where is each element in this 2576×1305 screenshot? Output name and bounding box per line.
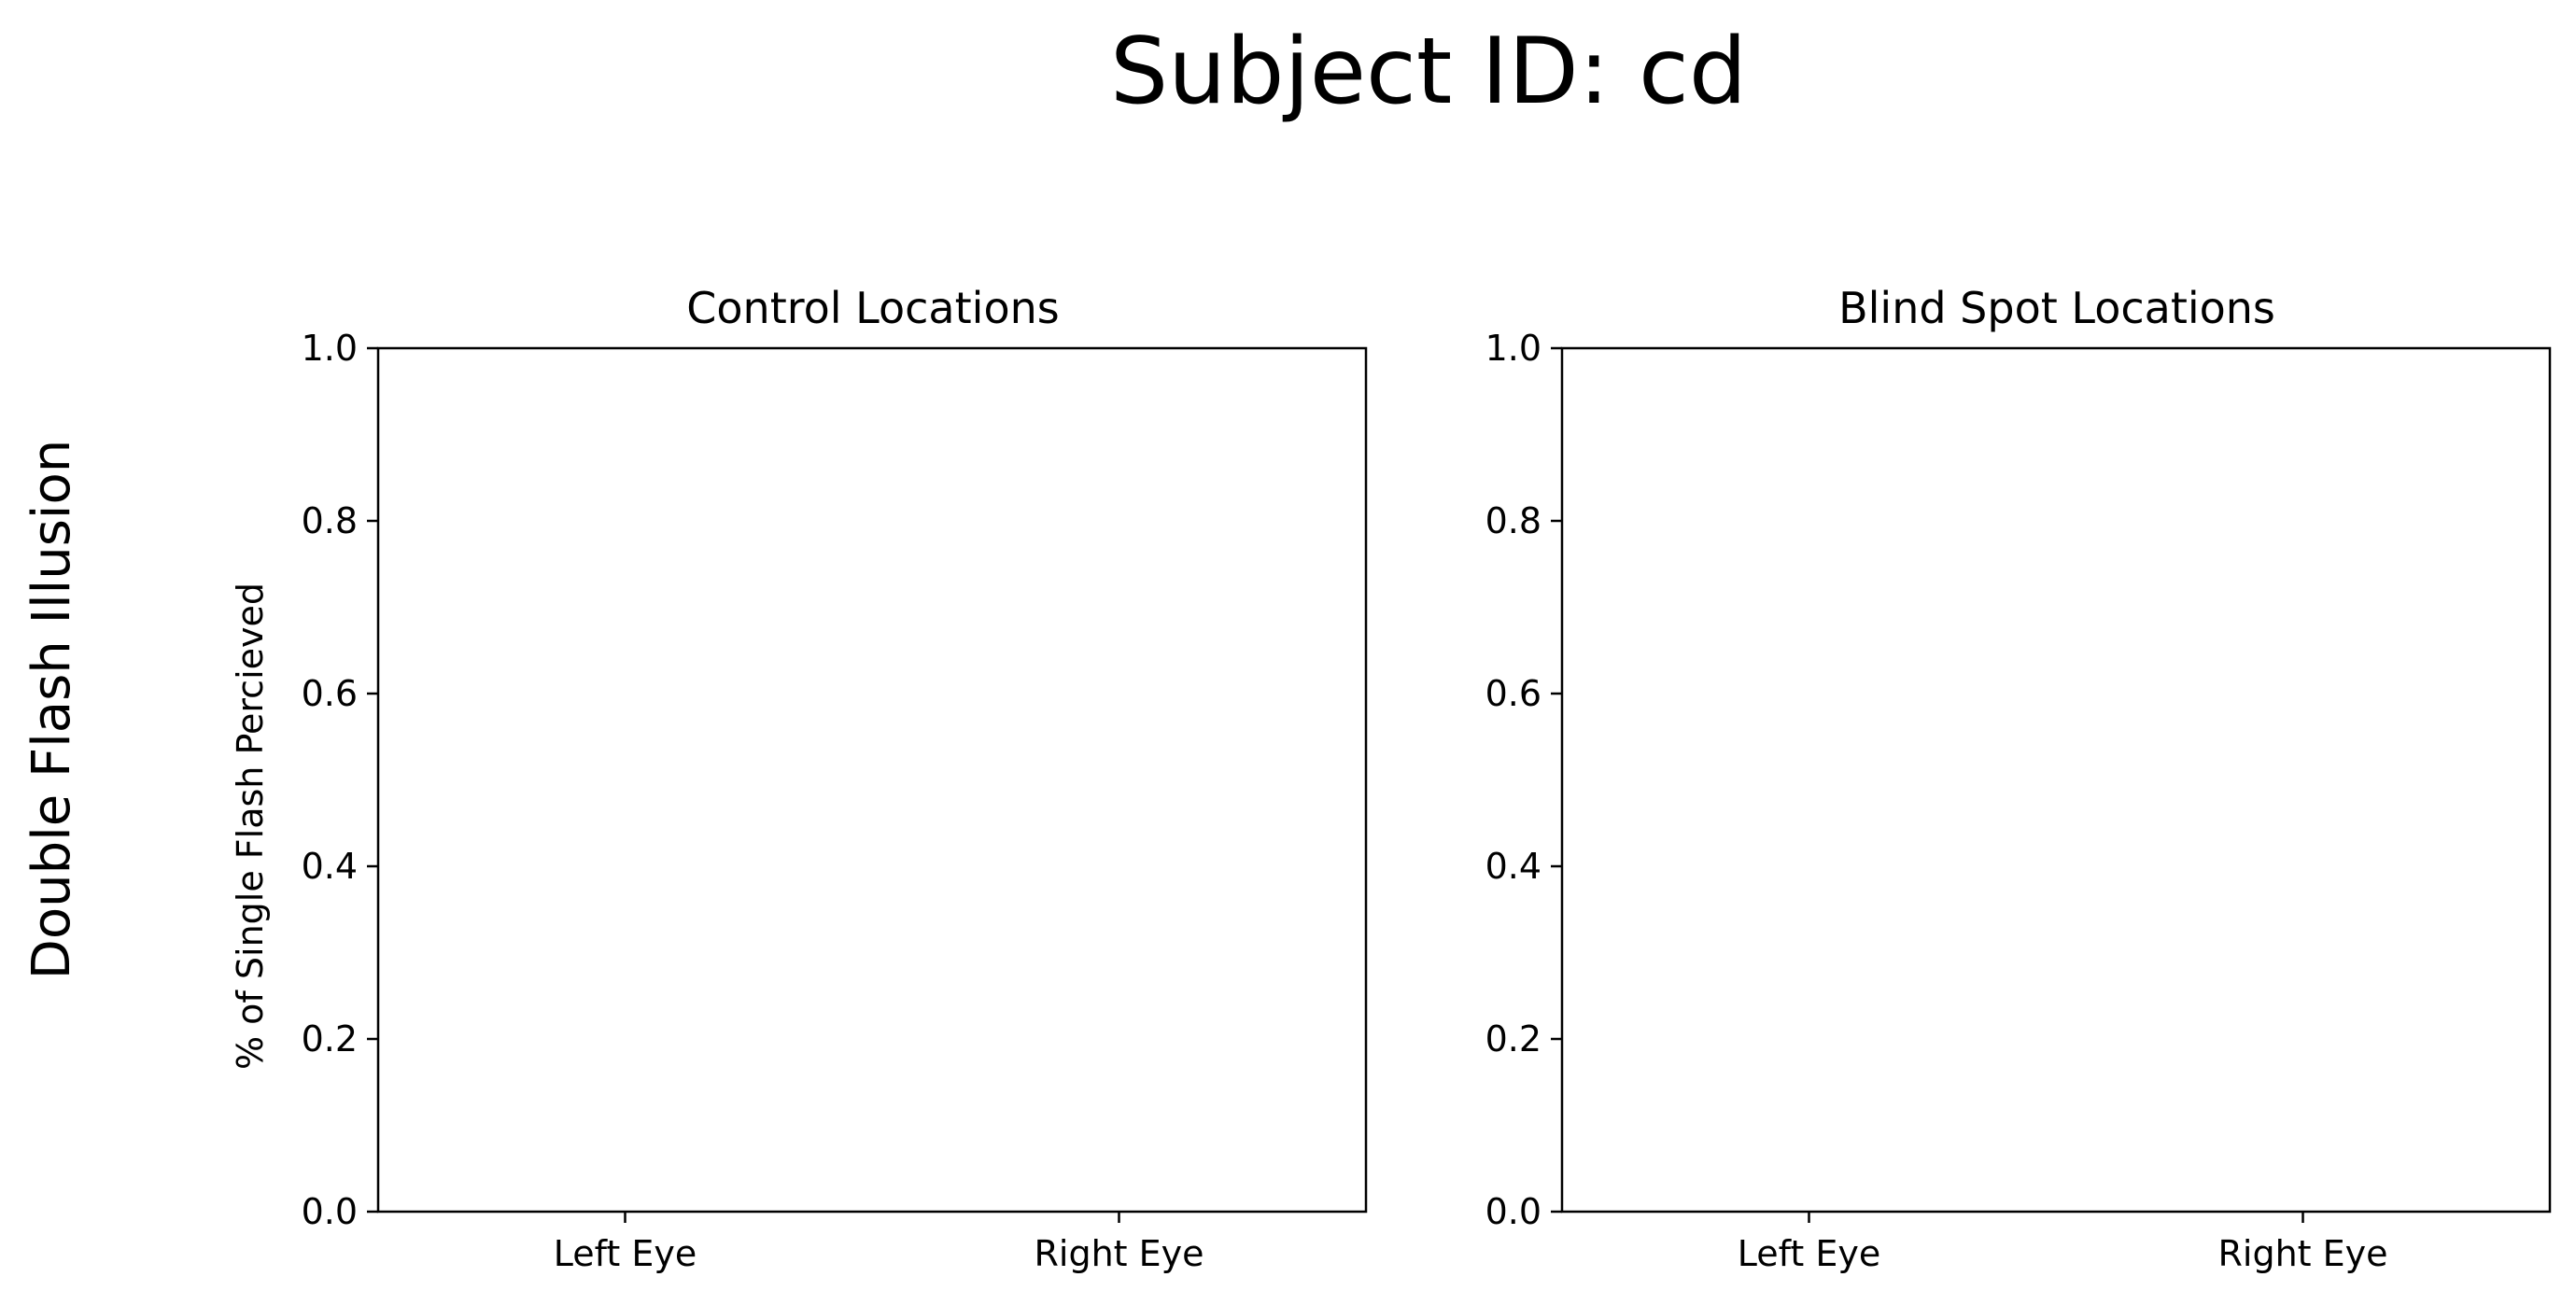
control-ytick-label: 0.8 [302, 500, 358, 541]
blind-spot-y-axis: 0.0 0.2 0.4 0.6 0.8 1.0 [1485, 328, 1562, 1232]
control-xtick-label: Left Eye [554, 1233, 697, 1274]
control-ytick-label: 0.2 [302, 1018, 358, 1059]
control-y-axis: 0.0 0.2 0.4 0.6 0.8 1.0 [302, 328, 378, 1232]
blind-spot-plot-frame [1560, 346, 2552, 1214]
blind-spot-ytick-label: 1.0 [1485, 328, 1541, 369]
control-ytick-label: 1.0 [302, 328, 358, 369]
blind-spot-ytick-label: 0.2 [1485, 1018, 1541, 1059]
blind-spot-xtick-label: Right Eye [2217, 1233, 2387, 1274]
control-plot-frame [376, 346, 1368, 1214]
blind-spot-ytick-label: 0.6 [1485, 673, 1541, 714]
blind-spot-locations-panel: Blind Spot Locations 0.00.20.40.60.81.0 … [1485, 283, 2552, 1274]
blind-spot-panel-title: Blind Spot Locations [1838, 283, 2275, 333]
blind-spot-x-axis: Left Eye Right Eye [1738, 1212, 2388, 1274]
control-ytick-label: 0.0 [302, 1191, 358, 1232]
figure-title: Subject ID: cd [1110, 19, 1747, 125]
control-locations-panel: Control Locations % of Single Flash Perc… [230, 283, 1368, 1274]
control-xtick-label: Right Eye [1034, 1233, 1204, 1274]
row-label: Double Flash Illusion [21, 440, 82, 979]
blind-spot-xtick-label: Left Eye [1738, 1233, 1880, 1274]
blind-spot-ytick-label: 0.4 [1485, 846, 1541, 887]
control-ytick-label: 0.6 [302, 673, 358, 714]
control-panel-title: Control Locations [686, 283, 1059, 333]
control-x-axis: Left Eye Right Eye [554, 1212, 1204, 1274]
blind-spot-ytick-label: 0.8 [1485, 500, 1541, 541]
control-ytick-label: 0.4 [302, 846, 358, 887]
control-y-axis-label: % of Single Flash Percieved [230, 582, 271, 1070]
blind-spot-ytick-label: 0.0 [1485, 1191, 1541, 1232]
